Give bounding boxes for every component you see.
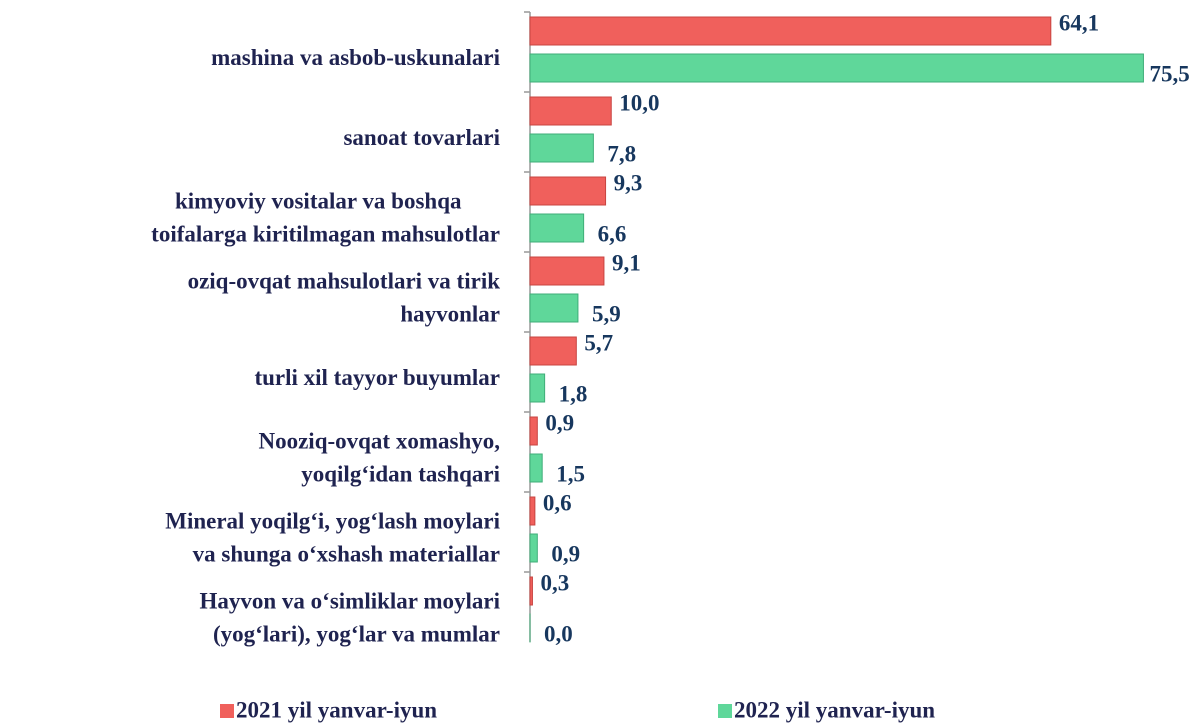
- bar: [529, 336, 577, 366]
- category-label: turli xil tayyor buyumlar: [254, 365, 500, 390]
- value-label: 5,7: [584, 330, 613, 355]
- category-label: kimyoviy vositalar va boshqa toifalarga k…: [151, 189, 500, 247]
- value-label: 1,5: [556, 461, 585, 486]
- value-label: 75,5: [1149, 61, 1189, 86]
- value-label: 9,1: [612, 250, 641, 275]
- value-label: 0,6: [543, 490, 572, 515]
- bar: [529, 576, 533, 606]
- legend-swatch: [718, 704, 732, 718]
- legend-label: 2022 yil yanvar-iyun: [734, 697, 935, 722]
- bar: [529, 53, 1144, 83]
- category-label: Nooziq-ovqat xomashyo, yoqilg‘idan tashqa…: [258, 429, 500, 487]
- category-label: Hayvon va o‘simliklar moylari (yog‘lari),…: [200, 589, 501, 647]
- legend-swatch: [220, 704, 234, 718]
- category-label: sanoat tovarlari: [343, 125, 500, 150]
- bar: [529, 96, 612, 126]
- bar: [529, 416, 538, 446]
- category-label: oziq-ovqat mahsulotlari va tirik hayvonla…: [188, 269, 501, 327]
- bar: [529, 453, 543, 483]
- bar: [529, 16, 1052, 46]
- value-label: 10,0: [619, 90, 659, 115]
- bar: [529, 133, 594, 163]
- value-label: 64,1: [1059, 10, 1099, 35]
- value-label: 0,3: [540, 570, 569, 595]
- bar: [529, 293, 579, 323]
- bar: [529, 176, 607, 206]
- value-label: 1,8: [559, 381, 588, 406]
- bar: [529, 213, 585, 243]
- value-label: 0,9: [545, 410, 574, 435]
- value-label: 9,3: [614, 170, 643, 195]
- bar: [529, 496, 536, 526]
- value-label: 6,6: [598, 221, 627, 246]
- legend-label: 2021 yil yanvar-iyun: [236, 697, 437, 722]
- bar: [529, 533, 538, 563]
- value-label: 0,9: [551, 541, 580, 566]
- value-label: 0,0: [544, 621, 573, 646]
- value-label: 5,9: [592, 301, 621, 326]
- bar: [529, 373, 546, 403]
- category-label: mashina va asbob-uskunalari: [211, 45, 500, 70]
- bar: [529, 256, 605, 286]
- value-label: 7,8: [607, 141, 636, 166]
- category-label: Mineral yoqilg‘i, yog‘lash moylari va shu…: [165, 509, 500, 567]
